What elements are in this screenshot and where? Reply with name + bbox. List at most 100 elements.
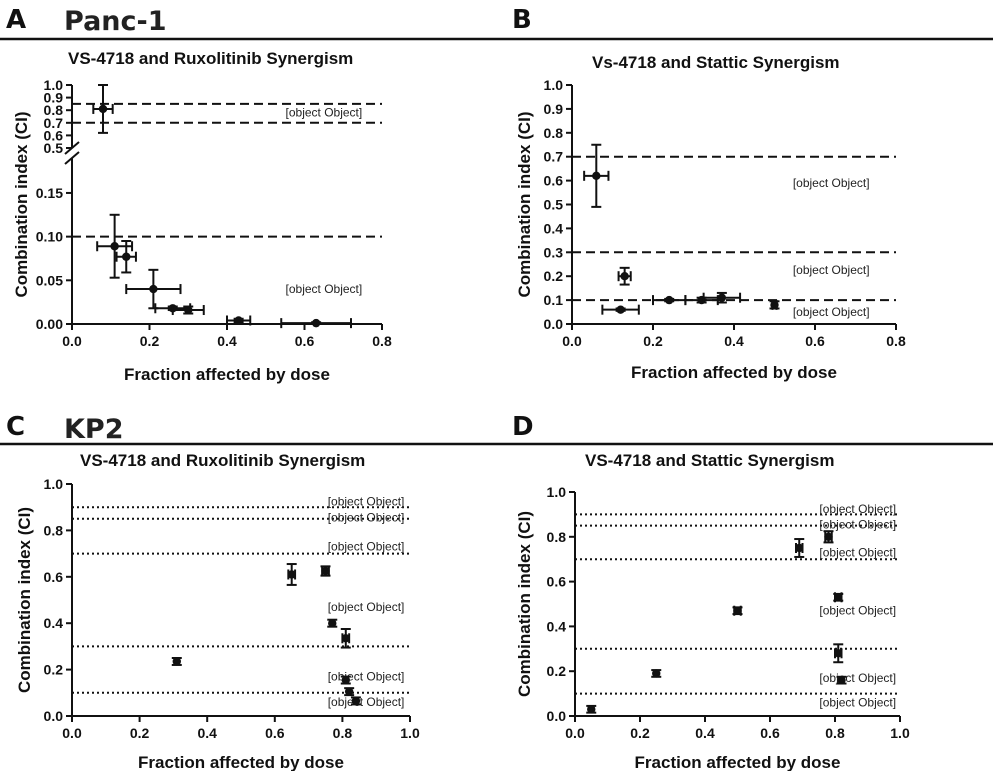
panel-a-y-tick-label: 0.10 [36, 229, 63, 245]
panel-c-marker [328, 619, 337, 628]
panel-b-x-axis-label: Fraction affected by dose [631, 363, 837, 382]
panel-b-data-point [601, 304, 640, 315]
panel-d-x-tick-label: 0.8 [825, 725, 845, 741]
panel-b-y-tick-label: 0.4 [544, 220, 564, 236]
panel-d-y-tick-label: 0.2 [547, 663, 567, 679]
header-row-panc1: A Panc-1 B [0, 5, 993, 41]
panel-a-y-tick-label: 0.00 [36, 316, 63, 332]
panel-c-marker [321, 566, 330, 576]
panel-a-data-point [125, 268, 182, 310]
panel-b-x-tick-label: 0.4 [724, 333, 744, 349]
panel-c-x-tick-label: 0.6 [265, 725, 285, 741]
panel-letter-b: B [512, 5, 532, 35]
panel-a-annotation: [object Object] [286, 282, 363, 296]
panel-c-marker [287, 570, 296, 579]
panel-b-y-tick-label: 0.7 [544, 149, 564, 165]
panel-d-x-tick-label: 0.2 [630, 725, 650, 741]
cell-line-title-kp2: KP2 [64, 414, 124, 445]
panel-d-title: VS-4718 and Stattic Synergism [585, 451, 834, 470]
panel-a-y-tick-label: 0.5 [44, 140, 64, 156]
panel-b-data-point [652, 295, 687, 306]
panel-c-data-point [327, 618, 338, 628]
panel-d-data-point [732, 605, 743, 616]
cell-line-title-panc1: Panc-1 [64, 6, 167, 37]
panel-b-marker [665, 295, 674, 305]
panel-d-x-axis-label: Fraction affected by dose [635, 753, 841, 771]
panel-a-marker [311, 318, 321, 328]
panel-c-x-axis-label: Fraction affected by dose [138, 753, 344, 771]
panel-c-annotation: [object Object] [328, 600, 405, 614]
panel-b-annotation: [object Object] [793, 263, 870, 277]
panel-d-y-axis-label: Combination index (CI) [515, 511, 534, 697]
panel-a-data-point [226, 315, 252, 326]
panel-b-data-point [583, 143, 610, 208]
panel-a-y-tick-label: 0.05 [36, 272, 63, 288]
panel-d-marker [652, 669, 661, 678]
panel-a-y-tick-label: 0.7 [44, 115, 64, 131]
panel-d-data-point [651, 669, 662, 678]
panel-a-data-point [115, 240, 137, 274]
panel-a-y-axis-label: Combination index (CI) [12, 111, 31, 297]
panel-c-marker [341, 634, 350, 643]
panel-d-data-point [794, 538, 805, 558]
panel-a-x-tick-label: 0.8 [372, 333, 392, 349]
panel-b-marker [717, 293, 727, 302]
panel-c-x-tick-label: 0.2 [130, 725, 150, 741]
panel-d-annotation: [object Object] [819, 517, 896, 531]
panel-d-y-tick-label: 0.8 [547, 529, 567, 545]
panel-c-y-axis-label: Combination index (CI) [15, 507, 34, 693]
panel-d-x-tick-label: 0.4 [695, 725, 715, 741]
panel-b-x-tick-label: 0.0 [562, 333, 582, 349]
panel-b-y-tick-label: 1.0 [544, 77, 564, 93]
panel-d-marker [824, 532, 833, 541]
panel-letter-c: C [6, 412, 25, 442]
panel-c-x-tick-label: 0.8 [333, 725, 353, 741]
panel-a-marker [184, 305, 193, 315]
panel-b-y-tick-label: 0.9 [544, 101, 564, 117]
panel-b-annotation: [object Object] [793, 305, 870, 319]
panel-a-chart: VS-4718 and Ruxolitinib Synergism Fractio… [12, 49, 392, 384]
panel-c-marker [344, 687, 354, 696]
panel-c-data-point [344, 687, 355, 697]
panel-c-x-tick-label: 1.0 [400, 725, 420, 741]
panel-c-y-tick-label: 0.0 [44, 708, 64, 724]
panel-a-x-tick-label: 0.4 [217, 333, 237, 349]
panel-a-data-point [171, 305, 205, 316]
panel-d-marker [733, 606, 742, 615]
panel-c-data-point [340, 628, 351, 649]
panel-b-data-point [769, 299, 780, 310]
panel-b-y-tick-label: 0.3 [544, 244, 564, 260]
panel-d-x-tick-label: 0.0 [565, 725, 585, 741]
panel-b-title: Vs-4718 and Stattic Synergism [592, 53, 840, 72]
panel-b-x-tick-label: 0.2 [643, 333, 663, 349]
panel-d-x-tick-label: 0.6 [760, 725, 780, 741]
panel-b-x-tick-label: 0.6 [805, 333, 825, 349]
panel-d-data-point [836, 675, 847, 685]
panel-c-annotation: [object Object] [328, 540, 405, 554]
panel-d-marker [795, 543, 804, 553]
panel-c-annotation: [object Object] [328, 695, 405, 709]
panel-a-marker [110, 242, 119, 251]
panel-d-annotation: [object Object] [819, 545, 896, 559]
panel-d-y-tick-label: 0.0 [547, 708, 567, 724]
panel-d-data-point [833, 643, 844, 664]
panel-b-marker [592, 171, 601, 181]
panel-b-y-tick-label: 0.8 [544, 125, 564, 141]
panel-a-y-tick-label: 0.9 [44, 90, 64, 106]
panel-c-y-tick-label: 0.2 [44, 662, 64, 678]
panel-c-marker [341, 675, 350, 685]
panel-a-marker [122, 252, 131, 261]
panel-d-annotation: [object Object] [819, 604, 896, 618]
panel-c-data-point [286, 563, 297, 586]
panel-b-marker [616, 305, 625, 314]
panel-d-marker [834, 649, 843, 658]
panel-d-annotation: [object Object] [819, 696, 896, 710]
panel-c-x-tick-label: 0.0 [62, 725, 82, 741]
panel-b-data-point [684, 295, 719, 306]
panel-c-x-tick-label: 0.4 [197, 725, 217, 741]
panel-a-marker [98, 104, 108, 114]
panel-b-annotation: [object Object] [793, 176, 870, 190]
header-row-kp2: C KP2 D [0, 412, 993, 446]
panel-b-y-axis-label: Combination index (CI) [515, 111, 534, 297]
